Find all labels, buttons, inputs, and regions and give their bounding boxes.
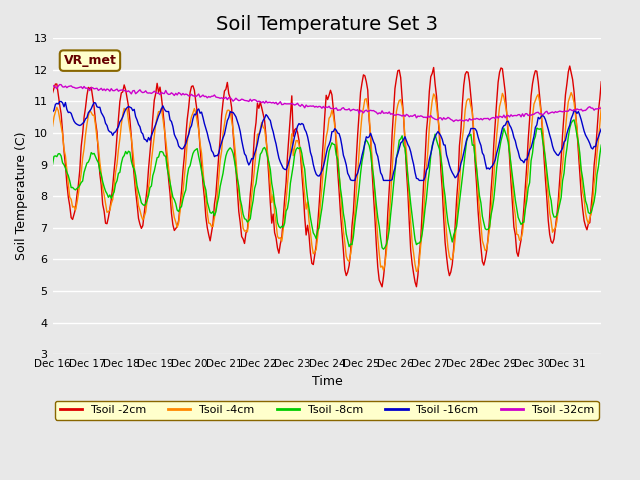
Y-axis label: Soil Temperature (C): Soil Temperature (C) [15, 132, 28, 261]
X-axis label: Time: Time [312, 374, 342, 387]
Text: VR_met: VR_met [63, 54, 116, 67]
Legend: Tsoil -2cm, Tsoil -4cm, Tsoil -8cm, Tsoil -16cm, Tsoil -32cm: Tsoil -2cm, Tsoil -4cm, Tsoil -8cm, Tsoi… [55, 401, 598, 420]
Title: Soil Temperature Set 3: Soil Temperature Set 3 [216, 15, 438, 34]
